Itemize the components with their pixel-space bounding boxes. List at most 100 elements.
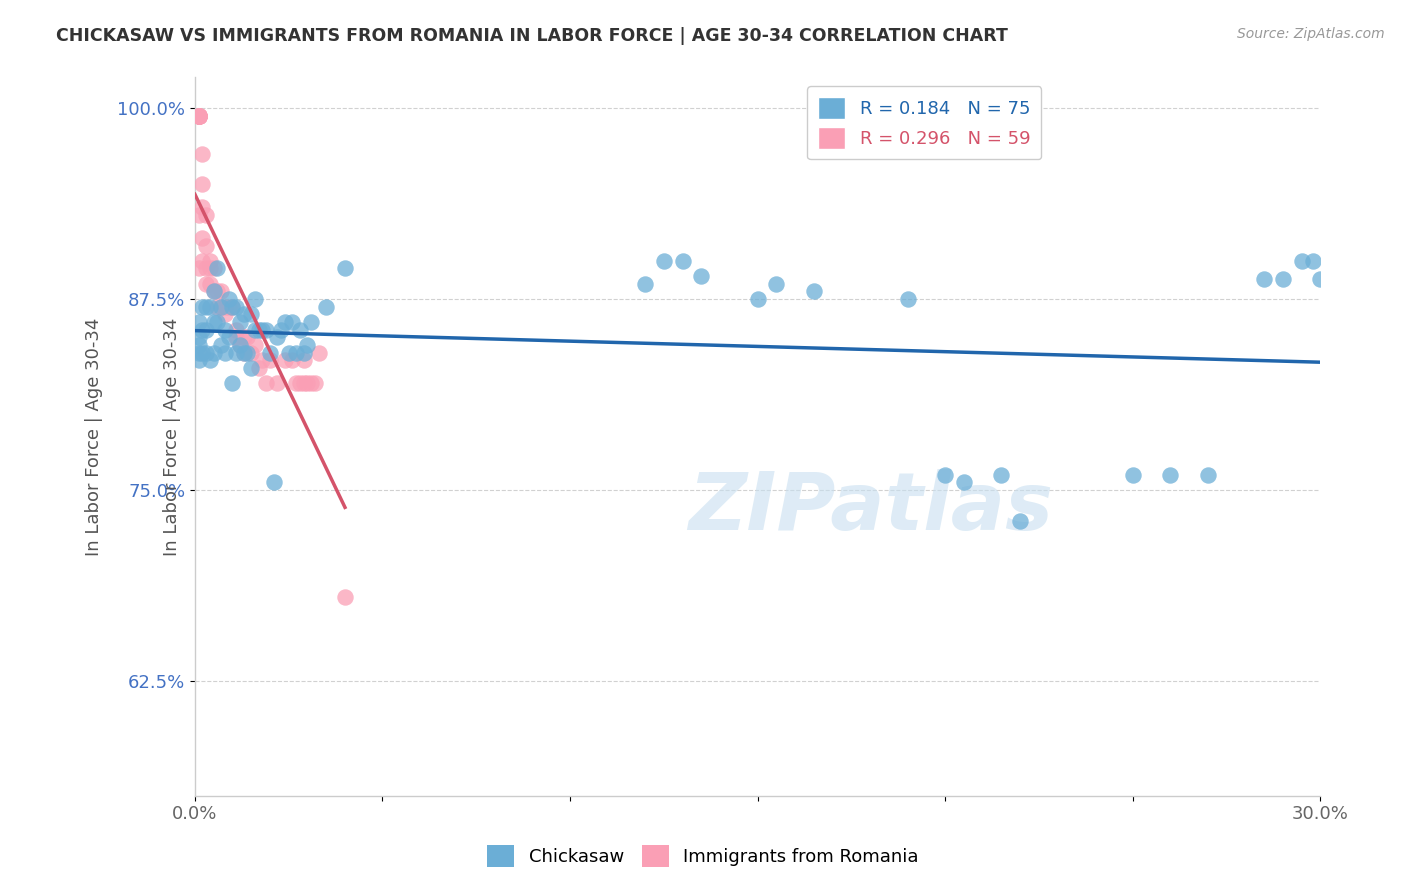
Point: [274, 315, 297, 329]
Point: [934, 467, 956, 482]
Point: [292, 345, 315, 359]
Point: [1122, 467, 1144, 482]
Point: [1309, 272, 1331, 286]
Point: [266, 376, 288, 390]
Point: [254, 323, 277, 337]
Legend: R = 0.184   N = 75, R = 0.296   N = 59: R = 0.184 N = 75, R = 0.296 N = 59: [807, 87, 1042, 160]
Point: [243, 292, 266, 306]
Point: [187, 109, 209, 123]
Point: [198, 261, 221, 276]
Point: [202, 315, 225, 329]
Point: [225, 300, 247, 314]
Point: [191, 200, 214, 214]
Point: [229, 338, 252, 352]
Point: [229, 338, 252, 352]
Point: [187, 109, 209, 123]
Point: [187, 353, 209, 368]
Point: [195, 323, 218, 337]
Point: [191, 178, 214, 192]
Y-axis label: In Labor Force | Age 30-34: In Labor Force | Age 30-34: [163, 318, 181, 556]
Point: [259, 345, 281, 359]
Point: [187, 109, 209, 123]
Point: [229, 315, 252, 329]
Point: [803, 285, 825, 299]
Point: [195, 261, 218, 276]
Point: [187, 109, 209, 123]
Point: [897, 292, 920, 306]
Point: [288, 323, 311, 337]
Point: [221, 300, 243, 314]
Point: [195, 208, 218, 222]
Point: [236, 345, 259, 359]
Point: [195, 300, 218, 314]
Point: [990, 467, 1012, 482]
Point: [187, 109, 209, 123]
Point: [187, 109, 209, 123]
Point: [198, 277, 221, 291]
Point: [207, 315, 229, 329]
Point: [202, 345, 225, 359]
Point: [225, 323, 247, 337]
Point: [232, 330, 254, 344]
Point: [292, 376, 315, 390]
Point: [232, 345, 254, 359]
Point: [187, 345, 209, 359]
Point: [187, 261, 209, 276]
Point: [198, 353, 221, 368]
Point: [254, 376, 277, 390]
Point: [214, 300, 236, 314]
Point: [187, 109, 209, 123]
Point: [218, 330, 240, 344]
Y-axis label: In Labor Force | Age 30-34: In Labor Force | Age 30-34: [86, 318, 103, 556]
Point: [187, 338, 209, 352]
Point: [281, 353, 304, 368]
Text: CHICKASAW VS IMMIGRANTS FROM ROMANIA IN LABOR FORCE | AGE 30-34 CORRELATION CHAR: CHICKASAW VS IMMIGRANTS FROM ROMANIA IN …: [56, 27, 1008, 45]
Point: [634, 277, 657, 291]
Point: [187, 109, 209, 123]
Point: [232, 345, 254, 359]
Point: [187, 109, 209, 123]
Point: [191, 146, 214, 161]
Legend: Chickasaw, Immigrants from Romania: Chickasaw, Immigrants from Romania: [479, 838, 927, 874]
Point: [221, 376, 243, 390]
Point: [187, 109, 209, 123]
Point: [1010, 514, 1032, 528]
Point: [263, 475, 285, 490]
Point: [195, 345, 218, 359]
Point: [202, 285, 225, 299]
Point: [202, 261, 225, 276]
Point: [236, 330, 259, 344]
Point: [221, 300, 243, 314]
Point: [243, 323, 266, 337]
Point: [209, 285, 232, 299]
Point: [252, 323, 274, 337]
Point: [187, 330, 209, 344]
Point: [304, 376, 326, 390]
Point: [308, 345, 330, 359]
Point: [252, 353, 274, 368]
Point: [191, 345, 214, 359]
Point: [191, 231, 214, 245]
Point: [191, 323, 214, 337]
Point: [285, 345, 308, 359]
Point: [214, 307, 236, 321]
Point: [292, 353, 315, 368]
Point: [297, 338, 319, 352]
Point: [672, 253, 695, 268]
Point: [191, 300, 214, 314]
Point: [1271, 272, 1294, 286]
Point: [333, 261, 356, 276]
Point: [1302, 253, 1324, 268]
Point: [207, 261, 229, 276]
Point: [191, 253, 214, 268]
Point: [198, 253, 221, 268]
Point: [1291, 253, 1313, 268]
Point: [240, 345, 263, 359]
Point: [240, 360, 263, 375]
Point: [207, 285, 229, 299]
Point: [187, 208, 209, 222]
Point: [281, 315, 304, 329]
Point: [247, 360, 270, 375]
Point: [299, 376, 322, 390]
Point: [270, 323, 292, 337]
